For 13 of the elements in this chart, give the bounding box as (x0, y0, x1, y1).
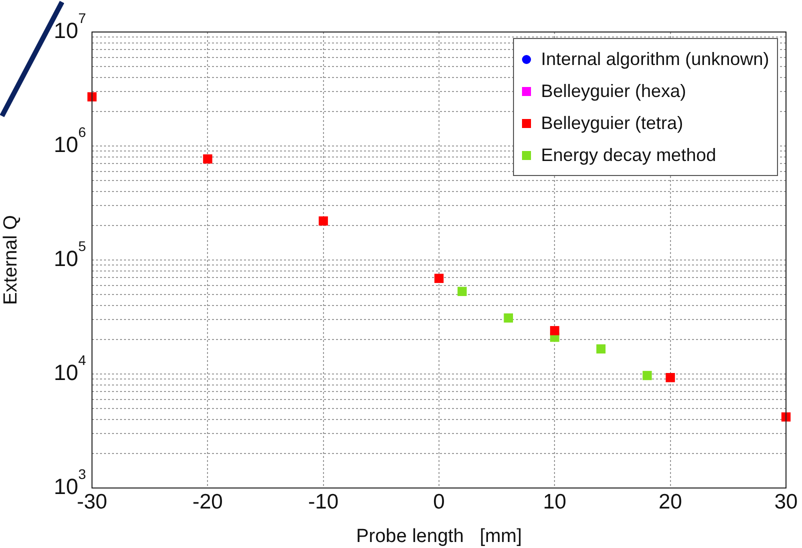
x-tick-label: -20 (192, 490, 223, 514)
x-tick-label: 10 (542, 490, 566, 514)
legend-label: Internal algorithm (unknown) (541, 48, 770, 70)
x-tick-label: 0 (433, 490, 445, 514)
legend-label: Energy decay method (541, 144, 716, 166)
x-tick-label: -30 (76, 490, 108, 514)
x-axis-title: Probe length [mm] (356, 526, 522, 547)
legend-label: Belleyguier (tetra) (541, 112, 684, 134)
x-tick-label: -10 (308, 490, 339, 514)
x-tick-label: 20 (658, 490, 682, 514)
x-tick-label: 30 (774, 490, 798, 514)
legend-label: Belleyguier (hexa) (541, 80, 686, 102)
y-axis-title: External Q (0, 215, 22, 305)
